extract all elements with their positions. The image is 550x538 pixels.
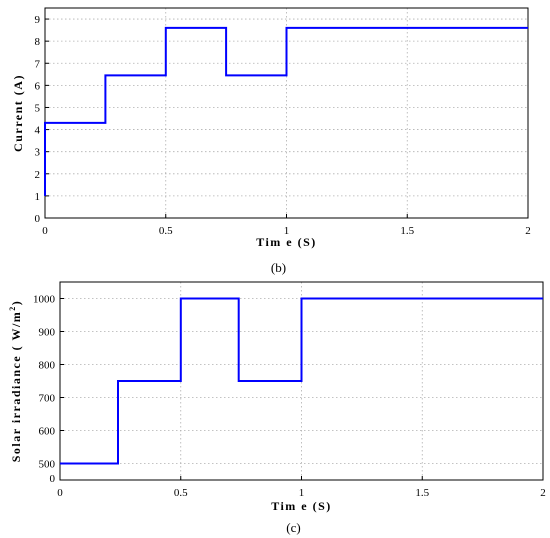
irradiance-chart-caption: (c) [286,520,300,535]
current-y-tick-label: 2 [35,169,41,181]
irradiance-y-tick-label: 700 [39,393,56,405]
irradiance-x-tick-label: 2 [540,487,546,499]
irradiance-y-tick-label: 900 [39,327,56,339]
current-y-tick-label: 6 [35,80,41,92]
current-series-line [44,26,528,196]
current-y-tick-label: 0 [35,213,41,225]
current-chart-x-axis-label: Tim e (S) [256,235,317,249]
irradiance-y-tick-label: 500 [39,459,56,471]
current-x-tick-label: 0 [42,225,48,237]
current-y-tick-label: 8 [35,36,41,48]
irradiance-x-tick-label: 0 [57,487,63,499]
current-x-tick-label: 2 [525,225,531,237]
irradiance-x-tick-label: 0.5 [174,487,188,499]
irradiance-y-tick-label: 800 [39,360,56,372]
current-chart-y-axis-label: Current (A) [11,74,25,152]
irradiance-x-tick-label: 1 [299,487,305,499]
irradiance-chart-ticks: 0 0.5 1 1.5 2 500 600 700 800 900 1000 0 [33,294,546,500]
current-chart: 0 0.5 1 1.5 2 0 1 2 3 4 5 6 7 8 9 Tim e (S) Current (A… [11,7,531,275]
current-y-tick-label: 1 [35,191,41,203]
current-y-tick-label: 9 [35,14,41,26]
current-x-tick-label: 0.5 [159,225,173,237]
irradiance-chart-y-axis-label: Solar irradiance ( W/m2) [8,300,23,463]
current-chart-caption: (b) [271,260,286,275]
irradiance-chart-x-axis-label: Tim e (S) [271,499,332,513]
current-y-tick-label: 7 [35,58,41,70]
current-y-tick-label: 5 [35,102,41,114]
irradiance-series-line [60,297,543,465]
irradiance-y-tick-label: 600 [39,426,56,438]
current-x-tick-label: 1 [284,225,290,237]
irradiance-y-label-text: Solar irradiance ( W/m [9,311,23,463]
current-y-tick-label: 3 [35,147,41,159]
current-y-tick-label: 4 [35,125,41,137]
irradiance-y-tick-label-origin: 0 [50,473,56,485]
irradiance-x-tick-label: 1.5 [415,487,429,499]
irradiance-y-tick-label: 1000 [33,294,56,306]
current-chart-ticks: 0 0.5 1 1.5 2 0 1 2 3 4 5 6 7 8 9 [35,14,531,237]
current-x-tick-label: 1.5 [400,225,414,237]
irradiance-y-label-superscript: 2 [8,305,17,311]
irradiance-y-label-close: ) [9,300,23,306]
